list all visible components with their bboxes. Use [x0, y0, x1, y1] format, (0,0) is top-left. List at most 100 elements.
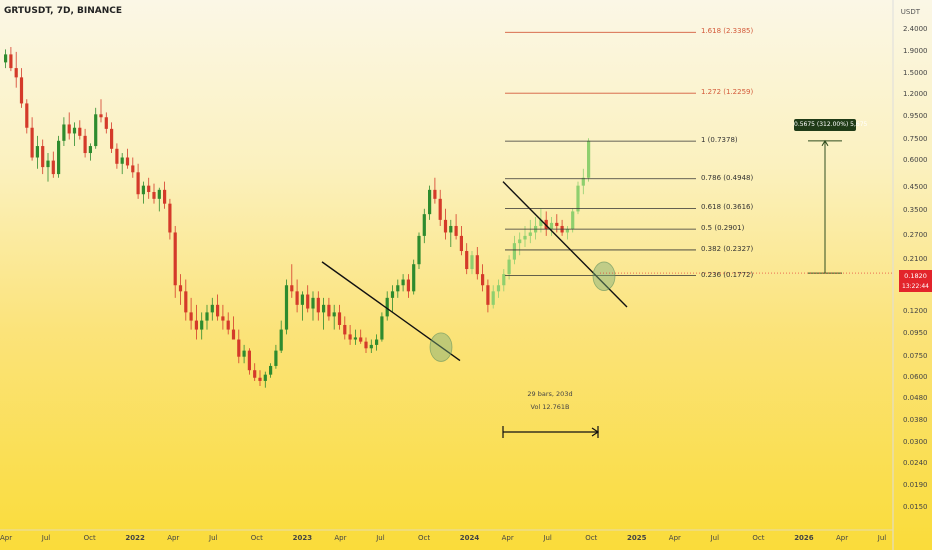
- symbol-title: GRTUSDT, 7D, BINANCE: [4, 6, 122, 16]
- candle: [125, 157, 130, 166]
- candle: [512, 243, 516, 260]
- candle: [19, 77, 24, 104]
- candle: [30, 127, 34, 158]
- time-tick-label: Oct: [250, 534, 263, 542]
- candle: [141, 185, 145, 195]
- candle: [131, 165, 135, 173]
- candle: [300, 294, 304, 305]
- time-tick-label: 2026: [794, 534, 814, 542]
- candle: [486, 285, 490, 305]
- time-tick-label: Oct: [83, 534, 96, 542]
- last-price-badge: 0.1820: [899, 270, 932, 282]
- candle: [565, 229, 569, 233]
- candle: [406, 279, 410, 292]
- candle: [290, 285, 294, 292]
- candle: [200, 320, 204, 330]
- candle: [120, 157, 124, 164]
- time-tick-label: Jul: [376, 534, 385, 542]
- candle: [470, 255, 474, 270]
- candle: [306, 294, 310, 309]
- candle: [502, 274, 506, 286]
- candle: [4, 54, 8, 63]
- candle: [581, 177, 585, 186]
- candle: [491, 291, 495, 305]
- candle: [380, 316, 384, 340]
- candle: [481, 274, 485, 286]
- candle: [322, 304, 326, 313]
- candle: [295, 291, 299, 305]
- candle: [189, 312, 193, 321]
- price-tick-label: 0.3500: [903, 206, 928, 215]
- time-tick-label: Jul: [543, 534, 552, 542]
- time-tick-label: Jul: [209, 534, 218, 542]
- time-tick-label: 2024: [459, 534, 480, 542]
- fib-level-label: 1.272 (1.2259): [701, 88, 754, 97]
- price-tick-label: 2.4000: [903, 24, 928, 33]
- fib-level-label: 0.618 (0.3616): [701, 203, 754, 212]
- measure-label: 0.5675 (312.00%) 5,675: [794, 119, 867, 131]
- breakout-circle: [429, 332, 453, 362]
- trendline-2023[interactable]: [321, 261, 461, 362]
- candle: [72, 127, 77, 134]
- candle: [78, 127, 82, 136]
- price-tick-label: 0.2700: [903, 230, 928, 239]
- fib-level-label: 0.5 (0.2901): [701, 224, 745, 233]
- candle: [247, 350, 251, 371]
- volume-info: Vol 12.761B: [530, 403, 570, 411]
- candle: [168, 203, 172, 233]
- candle: [337, 312, 342, 325]
- candle: [311, 297, 315, 309]
- trendline-2024[interactable]: [502, 181, 628, 308]
- candle: [332, 312, 336, 317]
- candle: [528, 232, 532, 236]
- candle: [555, 222, 559, 226]
- candle: [327, 304, 331, 317]
- price-tick-label: 0.0950: [903, 329, 928, 338]
- candle: [459, 235, 463, 252]
- candle: [396, 285, 400, 292]
- candle: [412, 264, 416, 292]
- bars-info: 29 bars, 203d: [527, 390, 573, 398]
- time-tick-label: Jul: [710, 534, 720, 542]
- candle: [221, 316, 225, 321]
- candle: [263, 374, 267, 381]
- price-tick-label: 0.0190: [903, 481, 928, 490]
- candle: [428, 189, 432, 215]
- price-tick-label: 0.4500: [903, 182, 928, 191]
- candle: [14, 68, 18, 78]
- time-tick-label: Oct: [752, 534, 765, 542]
- candle: [279, 329, 283, 351]
- candle: [83, 135, 87, 154]
- candle: [115, 148, 119, 164]
- candle: [194, 320, 198, 330]
- candle: [41, 146, 45, 168]
- candle: [152, 192, 156, 199]
- price-tick-label: 0.2100: [903, 254, 928, 263]
- candle: [88, 146, 92, 154]
- candle: [353, 337, 357, 340]
- candle: [242, 350, 246, 357]
- price-tick-label: 0.0150: [903, 503, 928, 512]
- candle: [359, 337, 363, 342]
- time-tick-label: Apr: [167, 534, 180, 542]
- price-tick-label: 0.0600: [903, 372, 928, 381]
- time-tick-label: Apr: [836, 534, 849, 542]
- candle: [364, 341, 368, 349]
- candle: [136, 172, 140, 195]
- price-tick-label: 1.9000: [903, 46, 928, 55]
- time-tick-label: 2025: [627, 534, 647, 542]
- price-tick-label: 0.9500: [903, 112, 928, 121]
- candle: [51, 160, 55, 175]
- time-tick-label: Oct: [418, 534, 431, 542]
- candle: [163, 189, 167, 204]
- time-tick-label: 2023: [292, 534, 313, 542]
- candle: [549, 222, 554, 230]
- candle: [284, 285, 289, 330]
- candle: [343, 324, 347, 335]
- candle: [231, 329, 236, 340]
- time-tick-label: 2022: [125, 534, 145, 542]
- candle: [401, 279, 405, 286]
- time-tick-label: Jul: [41, 534, 51, 542]
- candle: [539, 219, 543, 226]
